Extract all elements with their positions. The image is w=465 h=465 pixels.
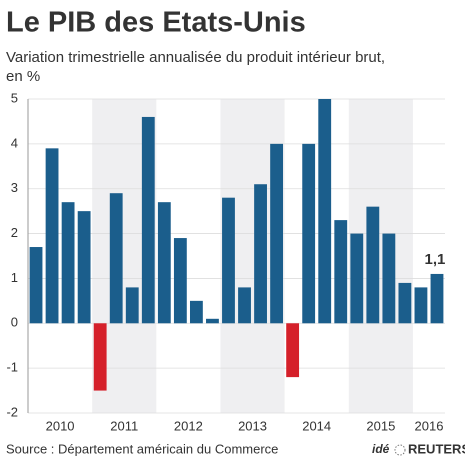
bar bbox=[334, 220, 348, 324]
logo: idé bbox=[372, 442, 390, 456]
x-tick-label: 2012 bbox=[174, 418, 203, 433]
logo-icon bbox=[394, 444, 406, 456]
bar bbox=[414, 287, 428, 324]
bar bbox=[270, 143, 284, 324]
y-tick-label: 0 bbox=[11, 315, 18, 330]
bar bbox=[125, 287, 139, 324]
bar bbox=[222, 197, 235, 324]
bar bbox=[141, 116, 155, 324]
data-label: 1,1 bbox=[425, 251, 446, 268]
bar bbox=[286, 323, 300, 378]
bar bbox=[238, 287, 251, 324]
source: Source : Département américain du Commer… bbox=[6, 441, 278, 456]
bar bbox=[157, 202, 171, 324]
x-tick-label: 2013 bbox=[238, 418, 267, 433]
bar bbox=[398, 282, 412, 324]
plot: 2010 2011 2012 2013 2014 2015 2016 -2 -1 0 1 2 3 4 5 1,… bbox=[6, 90, 445, 433]
bar bbox=[366, 206, 380, 324]
bar bbox=[302, 143, 316, 324]
y-tick-label: -2 bbox=[6, 404, 18, 419]
bar bbox=[206, 318, 219, 324]
subtitle: en % bbox=[6, 68, 40, 85]
y-tick-label: 5 bbox=[11, 90, 18, 105]
y-tick-label: 4 bbox=[11, 135, 18, 150]
x-tick-label: 2010 bbox=[46, 418, 75, 433]
bar bbox=[254, 184, 267, 324]
bar bbox=[93, 323, 107, 391]
bar bbox=[318, 99, 332, 324]
bar bbox=[29, 247, 43, 324]
bar bbox=[45, 148, 59, 324]
chart-title: Le PIB des Etats-Unis bbox=[6, 7, 306, 39]
bar bbox=[61, 202, 75, 324]
y-tick-label: 2 bbox=[11, 225, 18, 240]
logo: REUTERS bbox=[408, 441, 465, 456]
y-tick-label: 3 bbox=[11, 180, 18, 195]
subtitle: Variation trimestrielle annualisée du pr… bbox=[6, 49, 385, 66]
bar bbox=[382, 233, 396, 324]
bar bbox=[77, 211, 91, 324]
x-tick-label: 2016 bbox=[415, 418, 444, 433]
y-tick-label: -1 bbox=[6, 360, 18, 375]
y-tick-label: 1 bbox=[11, 270, 18, 285]
bar bbox=[430, 273, 444, 324]
x-tick-label: 2015 bbox=[366, 418, 395, 433]
bar bbox=[189, 300, 203, 324]
x-tick-label: 2014 bbox=[302, 418, 331, 433]
bar bbox=[109, 193, 123, 324]
bar bbox=[173, 238, 187, 324]
x-tick-label: 2011 bbox=[110, 418, 138, 433]
bar bbox=[350, 233, 364, 324]
